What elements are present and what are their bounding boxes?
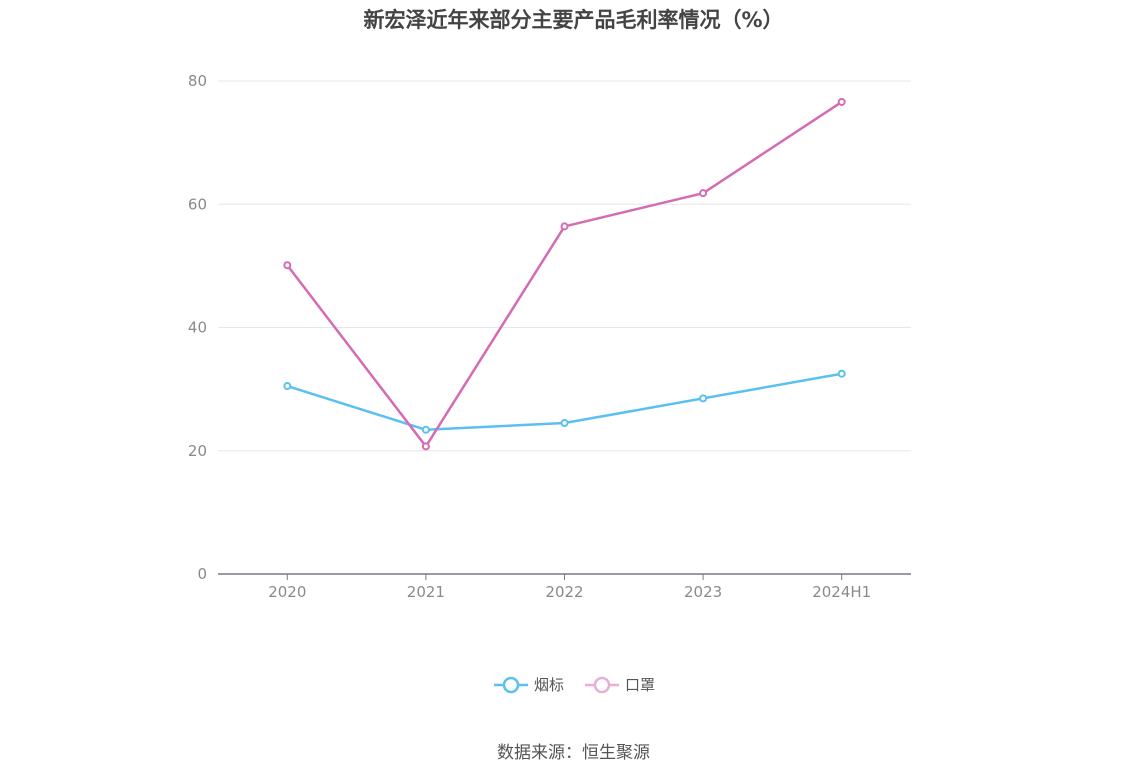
grid-lines [218, 80, 911, 452]
data-point [283, 261, 292, 270]
series-group [283, 97, 846, 451]
data-point [699, 394, 708, 403]
legend-label: 烟标 [534, 676, 564, 694]
legend: 烟标 口罩 [494, 676, 655, 694]
y-axis-ticks: 0 20 40 60 80 [188, 72, 207, 583]
series-line-2 [286, 100, 843, 448]
data-point [837, 369, 846, 378]
x-tick-label: 2024H1 [812, 583, 871, 601]
legend-swatch-marker [593, 676, 611, 694]
chart-title: 新宏泽近年来部分主要产品毛利率情况（%） [363, 8, 784, 32]
legend-label: 口罩 [625, 676, 655, 694]
y-tick-label: 20 [188, 442, 207, 460]
x-axis: 2020 2021 2022 2023 2024H1 [218, 573, 911, 601]
x-tick-label: 2021 [407, 583, 445, 601]
data-point [560, 222, 569, 231]
data-point [560, 419, 569, 428]
data-point [837, 97, 846, 106]
data-point [699, 189, 708, 198]
x-tick-label: 2023 [684, 583, 722, 601]
data-point [283, 382, 292, 391]
data-source: 数据来源：恒生聚源 [497, 743, 650, 763]
x-tick-label: 2022 [545, 583, 583, 601]
y-tick-label: 80 [188, 72, 207, 90]
data-point [421, 442, 430, 451]
y-tick-label: 60 [188, 195, 207, 213]
y-tick-label: 0 [197, 565, 207, 583]
y-tick-label: 40 [188, 319, 207, 337]
data-point [421, 425, 430, 434]
legend-swatch-marker [502, 676, 520, 694]
x-tick-label: 2020 [268, 583, 306, 601]
